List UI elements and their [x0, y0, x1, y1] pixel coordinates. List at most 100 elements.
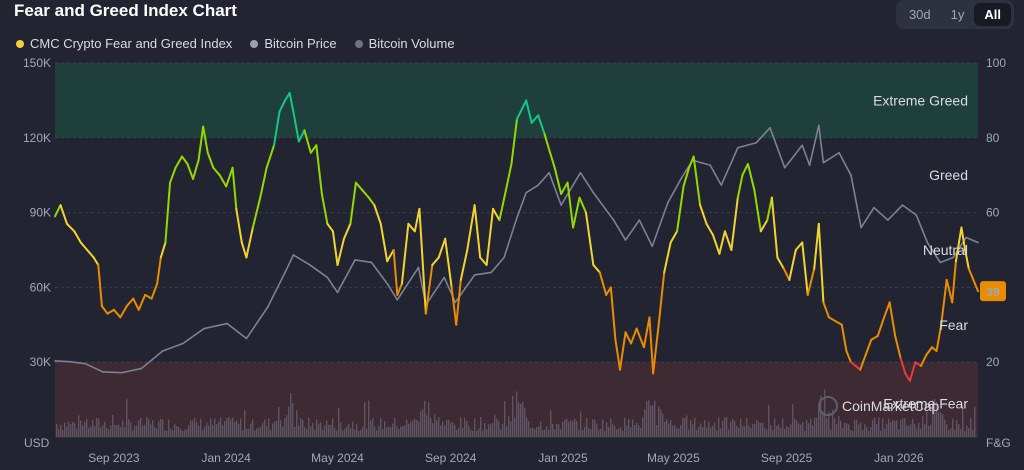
- range-tab-30d[interactable]: 30d: [908, 7, 931, 22]
- volume-bar: [162, 419, 164, 437]
- fear-greed-segment: [692, 155, 702, 207]
- volume-bar: [140, 417, 142, 437]
- volume-bar: [604, 430, 606, 437]
- volume-bar: [574, 418, 576, 437]
- volume-bar: [328, 424, 330, 437]
- volume-bar: [534, 428, 536, 437]
- fear-greed-segment: [919, 353, 928, 367]
- volume-bar: [898, 429, 900, 437]
- volume-bar: [524, 408, 526, 437]
- fear-greed-segment: [212, 166, 221, 177]
- bitcoin-price-line: [54, 124, 979, 374]
- x-axis-tick-label: Jan 2024: [201, 451, 251, 465]
- volume-bar: [464, 417, 466, 437]
- volume-bar: [578, 429, 580, 437]
- volume-bar: [826, 418, 828, 437]
- volume-bar: [782, 418, 784, 437]
- volume-bar: [890, 422, 892, 437]
- volume-bar: [616, 429, 618, 437]
- volume-bars: [56, 389, 976, 437]
- fear-greed-segment: [73, 230, 82, 244]
- fear-greed-segment: [437, 237, 447, 259]
- volume-bar: [626, 425, 628, 437]
- volume-bar: [324, 425, 326, 437]
- volume-bar: [82, 425, 84, 437]
- volume-bar: [192, 420, 194, 437]
- fear-greed-segment: [883, 301, 891, 319]
- volume-bar: [434, 414, 436, 437]
- volume-bar: [700, 423, 702, 437]
- price-segment: [873, 206, 889, 221]
- left-axis-unit-label: USD: [24, 436, 50, 450]
- fear-greed-segment: [112, 308, 122, 319]
- fear-greed-segment: [782, 267, 791, 281]
- fear-greed-segment: [455, 278, 462, 326]
- volume-bar: [834, 418, 836, 437]
- fear-greed-segment: [396, 282, 403, 296]
- fear-greed-segment: [174, 155, 183, 169]
- volume-bar: [644, 409, 646, 437]
- range-tab-1y[interactable]: 1y: [950, 7, 965, 22]
- left-axis-tick-label: 120K: [23, 131, 51, 145]
- fear-greed-segment: [945, 278, 954, 304]
- legend-item-fear-greed[interactable]: CMC Crypto Fear and Greed Index: [16, 36, 232, 51]
- volume-bar: [418, 421, 420, 437]
- volume-bar: [88, 427, 90, 437]
- fear-greed-segment: [972, 278, 979, 293]
- volume-bar: [560, 429, 562, 437]
- volume-bar: [334, 427, 336, 437]
- legend-item-bitcoin-price[interactable]: Bitcoin Price: [250, 36, 337, 51]
- volume-bar: [914, 424, 916, 437]
- fear-greed-segment: [746, 162, 756, 192]
- fear-greed-segment: [373, 204, 382, 225]
- volume-bar: [208, 425, 210, 437]
- volume-bar: [222, 425, 224, 437]
- fear-greed-segment: [320, 192, 329, 225]
- volume-bar: [190, 420, 192, 437]
- fear-greed-segment: [682, 166, 691, 188]
- volume-bar: [590, 429, 592, 437]
- watermark: CoinMarketCap: [818, 396, 939, 416]
- volume-bar: [530, 428, 532, 437]
- volume-bar: [336, 430, 338, 437]
- fear-greed-segment: [759, 219, 769, 233]
- volume-bar: [346, 426, 348, 437]
- volume-bar: [704, 420, 706, 437]
- volume-bar: [246, 428, 248, 437]
- fear-greed-segment: [361, 189, 370, 199]
- volume-bar: [724, 417, 726, 437]
- volume-bar: [268, 418, 270, 437]
- volume-bar: [692, 424, 694, 437]
- fear-greed-segment: [560, 181, 569, 195]
- volume-bar: [596, 423, 598, 437]
- legend-item-bitcoin-volume[interactable]: Bitcoin Volume: [354, 36, 455, 51]
- volume-bar: [508, 416, 510, 437]
- volume-bar: [172, 430, 174, 437]
- volume-bar: [902, 418, 904, 437]
- volume-bar: [900, 419, 902, 437]
- fear-greed-segment: [156, 256, 162, 285]
- volume-bar: [806, 420, 808, 437]
- fear-greed-segment: [718, 230, 726, 255]
- volume-bar: [874, 417, 876, 437]
- range-tab-all[interactable]: All: [974, 3, 1011, 26]
- x-axis-tick-label: Sep 2023: [88, 451, 140, 465]
- volume-bar: [968, 428, 970, 437]
- volume-bar: [154, 427, 156, 437]
- volume-bar: [274, 421, 276, 437]
- volume-bar: [682, 417, 684, 437]
- fear-greed-segment: [676, 185, 685, 233]
- volume-bar: [730, 421, 732, 437]
- volume-bar: [264, 419, 266, 437]
- volume-bar: [708, 421, 710, 437]
- volume-bar: [918, 422, 920, 437]
- volume-bar: [862, 430, 864, 437]
- price-segment: [801, 144, 811, 167]
- price-segment: [817, 124, 825, 164]
- fear-greed-segment: [766, 196, 773, 222]
- volume-bar: [816, 417, 818, 437]
- volume-bar: [92, 420, 94, 437]
- volume-bar: [266, 426, 268, 437]
- fear-greed-segment: [663, 241, 672, 274]
